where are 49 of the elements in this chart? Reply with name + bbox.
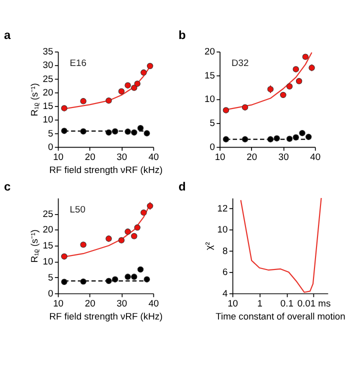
y-tick-label: 25 (42, 74, 54, 84)
annotation: L50 (70, 204, 86, 214)
y-tick-label: 15 (42, 240, 54, 251)
chart-title: c (4, 179, 12, 194)
x-tick-label: 0.01 ms (297, 298, 331, 309)
y-tick-label: 0 (210, 142, 215, 152)
y-tick-label: 0 (48, 142, 54, 152)
chart-title: b (178, 28, 186, 42)
y-tick-label: 15 (42, 101, 54, 112)
y-tick-label: 10 (217, 224, 228, 235)
y-tick-label: 10 (42, 256, 54, 267)
y-tick-label: 10 (204, 94, 215, 104)
x-tick-label: 20 (246, 152, 258, 162)
x-tick-label: 0.1 (280, 298, 294, 309)
chart-title: a (4, 28, 12, 42)
y-axis-title: χ² (204, 242, 214, 250)
x-tick-label: 20 (84, 298, 96, 309)
x-tick-label: 30 (116, 152, 128, 162)
y-tick-label: 0 (48, 288, 54, 298)
y-axis-title: R₁ᵨ (s⁻¹) (30, 83, 40, 116)
y-tick-label: 5 (48, 272, 54, 282)
y-tick-label: 4 (222, 288, 228, 298)
x-axis-title: RF field strength νRF (kHz) (49, 164, 163, 175)
x-tick-label: 40 (310, 152, 321, 162)
x-tick-label: 40 (148, 152, 159, 162)
y-tick-label: 5 (210, 118, 215, 128)
x-axis-title: RF field strength νRF (kHz) (49, 311, 163, 322)
y-tick-label: 20 (204, 46, 215, 57)
y-tick-label: 15 (204, 70, 215, 80)
x-tick-label: 40 (148, 298, 159, 309)
x-tick-label: 1 (257, 298, 262, 309)
y-tick-label: 6 (222, 267, 228, 278)
x-axis-title: Time constant of overall motion (216, 311, 346, 322)
y-tick-label: 5 (48, 128, 54, 138)
y-tick-label: 10 (42, 114, 54, 125)
y-axis-title: R₁ᵨ (s⁻¹) (30, 230, 40, 263)
y-tick-label: 30 (42, 60, 54, 70)
x-tick-label: 30 (278, 152, 289, 162)
annotation: E16 (70, 58, 86, 68)
x-tick-label: 30 (116, 298, 128, 309)
y-tick-label: 8 (222, 246, 228, 256)
annotation: D32 (232, 58, 249, 68)
y-tick-label: 20 (42, 224, 54, 235)
chart-title: d (178, 179, 186, 194)
y-tick-label: 35 (42, 46, 54, 57)
y-tick-label: 25 (42, 208, 54, 219)
y-tick-label: 20 (42, 87, 54, 98)
y-tick-label: 12 (217, 204, 228, 214)
x-tick-label: 20 (84, 152, 96, 162)
